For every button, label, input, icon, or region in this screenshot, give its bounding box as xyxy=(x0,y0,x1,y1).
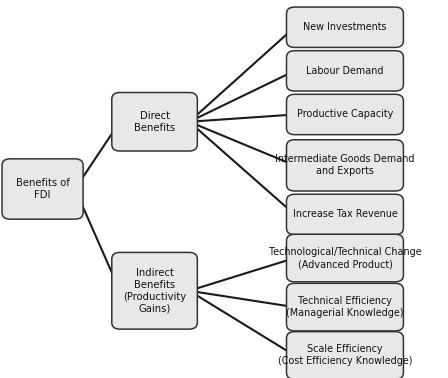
Text: Technical Efficiency
(Managerial Knowledge): Technical Efficiency (Managerial Knowled… xyxy=(286,296,404,318)
Text: Productive Capacity: Productive Capacity xyxy=(297,110,393,119)
Text: Direct
Benefits: Direct Benefits xyxy=(134,111,175,133)
FancyBboxPatch shape xyxy=(287,140,404,191)
Text: Labour Demand: Labour Demand xyxy=(306,66,383,76)
Text: Scale Efficiency
(Cost Efficiency Knowledge): Scale Efficiency (Cost Efficiency Knowle… xyxy=(278,344,412,366)
FancyBboxPatch shape xyxy=(287,94,404,135)
FancyBboxPatch shape xyxy=(287,7,404,47)
Text: Intermediate Goods Demand
and Exports: Intermediate Goods Demand and Exports xyxy=(275,154,415,177)
FancyBboxPatch shape xyxy=(287,332,404,378)
Text: Benefits of
FDI: Benefits of FDI xyxy=(16,178,69,200)
Text: Increase Tax Revenue: Increase Tax Revenue xyxy=(293,209,397,220)
Text: Indirect
Benefits
(Productivity
Gains): Indirect Benefits (Productivity Gains) xyxy=(123,268,186,314)
FancyBboxPatch shape xyxy=(287,284,404,331)
FancyBboxPatch shape xyxy=(112,93,197,151)
FancyBboxPatch shape xyxy=(112,253,197,329)
FancyBboxPatch shape xyxy=(287,234,404,282)
FancyBboxPatch shape xyxy=(287,51,404,91)
FancyBboxPatch shape xyxy=(287,194,404,235)
Text: Technological/Technical Change
(Advanced Product): Technological/Technical Change (Advanced… xyxy=(269,247,421,269)
FancyBboxPatch shape xyxy=(2,159,83,219)
Text: New Investments: New Investments xyxy=(303,22,387,32)
